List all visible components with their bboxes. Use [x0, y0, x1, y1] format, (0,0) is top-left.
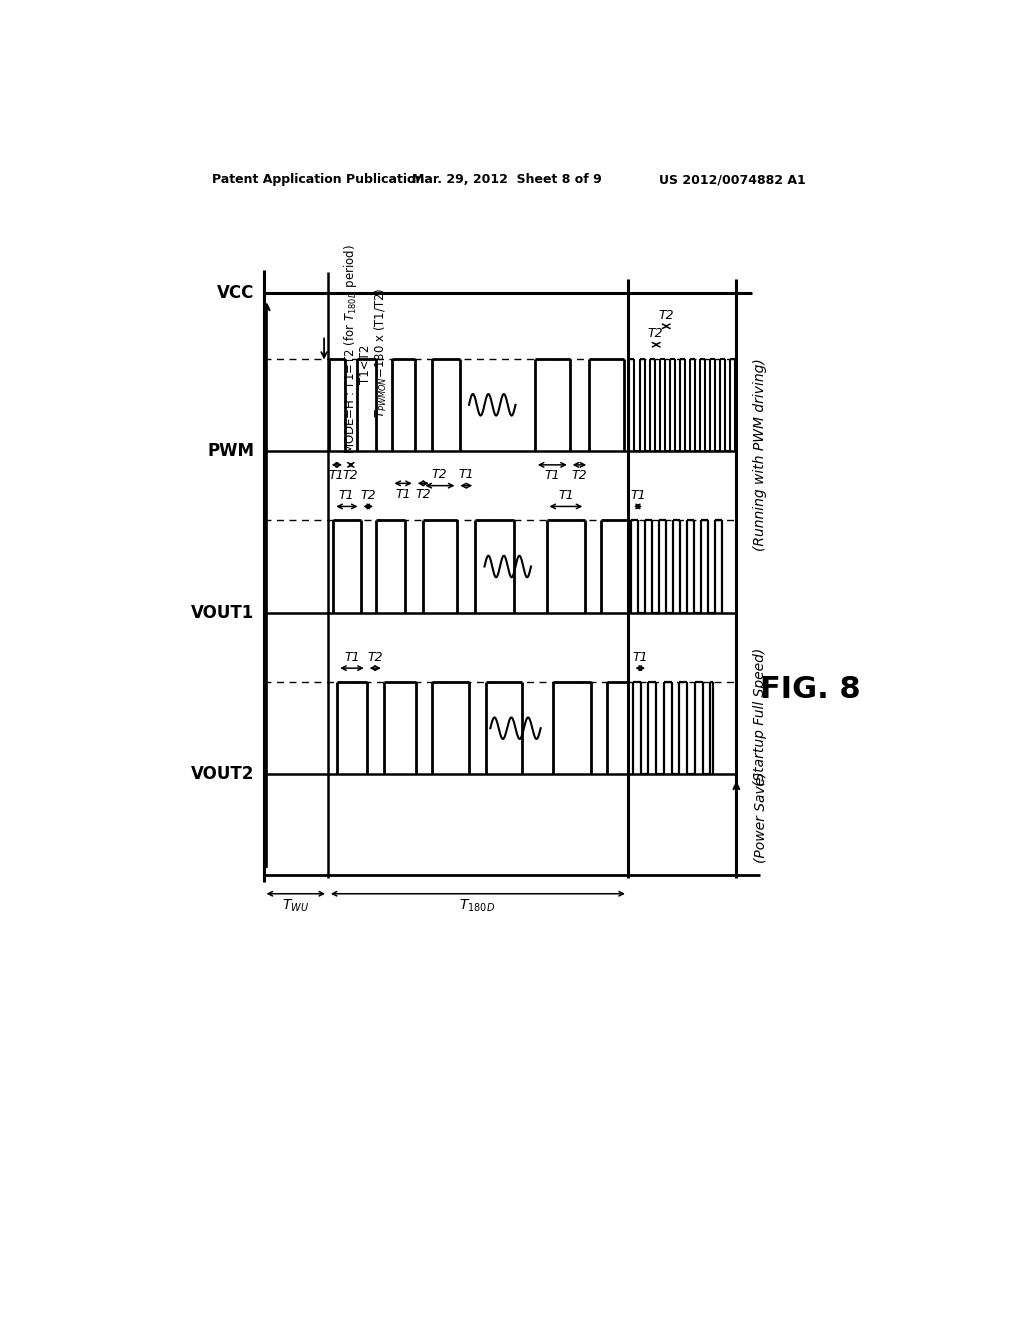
Text: T1: T1 — [458, 467, 474, 480]
Text: T2: T2 — [432, 467, 447, 480]
Text: MODE=H : T1=T2 (for $T_{180D}$ period): MODE=H : T1=T2 (for $T_{180D}$ period) — [342, 244, 358, 454]
Text: T1: T1 — [339, 490, 354, 502]
Text: $T_{180D}$: $T_{180D}$ — [460, 898, 496, 913]
Text: T2: T2 — [658, 309, 674, 322]
Text: T2: T2 — [368, 651, 383, 664]
Text: Mar. 29, 2012  Sheet 8 of 9: Mar. 29, 2012 Sheet 8 of 9 — [413, 173, 602, 186]
Text: T2: T2 — [416, 487, 431, 500]
Text: VOUT1: VOUT1 — [191, 603, 254, 622]
Text: VCC: VCC — [217, 284, 254, 302]
Text: US 2012/0074882 A1: US 2012/0074882 A1 — [658, 173, 806, 186]
Text: Patent Application Publication: Patent Application Publication — [212, 173, 424, 186]
Text: FIG. 8: FIG. 8 — [760, 676, 860, 704]
Text: $T_{PWMON}$=180 x (T1/T2): $T_{PWMON}$=180 x (T1/T2) — [373, 288, 389, 418]
Text: T2: T2 — [648, 327, 664, 341]
Text: (Startup Full Speed): (Startup Full Speed) — [754, 648, 767, 785]
Text: T2: T2 — [343, 469, 358, 482]
Text: (Running with PWM driving): (Running with PWM driving) — [754, 358, 767, 552]
Text: T1: T1 — [544, 469, 560, 482]
Text: T2: T2 — [360, 490, 376, 502]
Text: T1: T1 — [558, 490, 573, 502]
Text: T1: T1 — [395, 487, 411, 500]
Text: VOUT2: VOUT2 — [190, 766, 254, 783]
Text: T1: T1 — [344, 651, 359, 664]
Text: $T_{WU}$: $T_{WU}$ — [282, 898, 309, 913]
Text: T1: T1 — [633, 651, 648, 664]
Text: T1<T2: T1<T2 — [359, 345, 372, 384]
Text: (Power Save): (Power Save) — [754, 771, 767, 863]
Text: T1: T1 — [630, 490, 646, 502]
Text: T1: T1 — [329, 469, 344, 482]
Text: PWM: PWM — [207, 442, 254, 459]
Text: T2: T2 — [571, 469, 587, 482]
